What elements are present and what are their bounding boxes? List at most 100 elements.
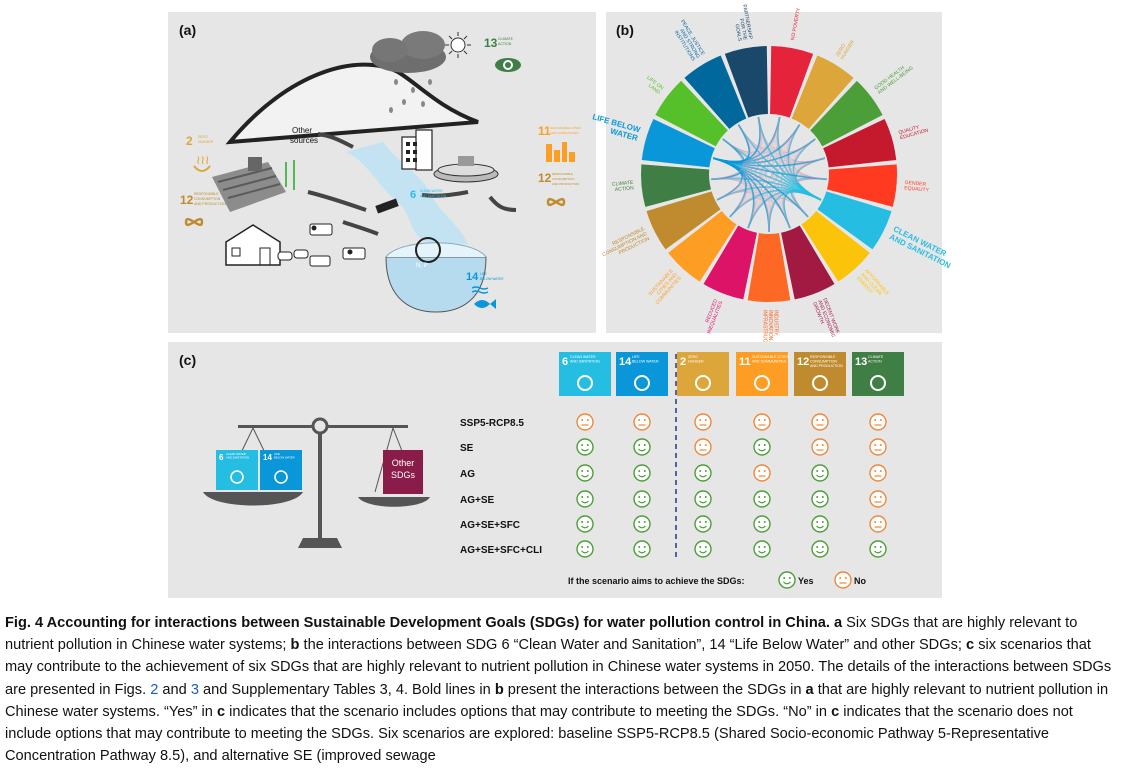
caption-fig-title: Fig. 4 Accounting for interactions betwe… [5,615,830,631]
no-face-icon [869,490,887,508]
caption-a: a [833,615,843,631]
legend-no-icon [834,571,852,589]
yes-face-icon [633,540,651,558]
sdg-column-name: HUNGER [688,360,704,364]
other-sdgs-line2: SDGs [391,470,416,480]
wheel-segment-label: GENDEREQUALITY [904,180,930,194]
svg-text:13: 13 [484,36,498,50]
sdg-column-name: ACTION [868,360,882,364]
wheel-chord [758,116,791,229]
wheel-chord [738,116,762,148]
sdg2-icon: 2 ZERO HUNGER ≀≀≀ [186,134,214,172]
yes-face-icon [576,490,594,508]
caption-c3: c [831,703,840,720]
caption-b2: b [494,681,504,698]
river-shape [346,142,468,244]
livestock-icon [277,223,366,267]
sdg6-icon: 6 CLEAN WATER AND SANITATION [410,189,447,201]
treatment-plant-icon [433,156,499,183]
no-face-icon [753,464,771,482]
wheel-segment-label: LIFE BELOWWATER [589,112,642,143]
svg-text:RESPONSIBLE: RESPONSIBLE [552,172,573,176]
figure-caption: Fig. 4 Accounting for interactions betwe… [5,612,1119,767]
sdg11-icon: 11 SUSTAINABLE CITIES AND COMMUNITIES [538,124,581,162]
wheel-segment [655,80,728,147]
wheel-segment [684,55,747,129]
no-face-icon [811,413,829,431]
sdg12-right-icon: 12 RESPONSIBLE CONSUMPTION AND PRODUCTIO… [538,171,579,207]
yes-face-icon [753,540,771,558]
svg-text:14: 14 [263,453,272,462]
wheel-segment [747,233,791,303]
wheel-segment [703,225,757,300]
sdg-column-glyph [634,375,650,391]
scenario-label: AG [460,469,475,480]
flow-arrows [307,132,517,236]
sdg-column-name: CONSUMPTION [810,360,837,364]
svg-text:RESPONSIBLE: RESPONSIBLE [194,192,219,196]
svg-text:ZERO: ZERO [198,135,208,139]
no-face-icon [869,515,887,533]
wheel-segment-label: CLIMATEACTION [612,180,635,193]
wheel-segment-label: ZEROHUNGER [835,36,856,61]
lake-icon [385,256,487,313]
sdg-column-glyph [870,375,886,391]
sdg-column-name: RESPONSIBLE [810,355,836,359]
sdg-column-name: AND SANITATION [570,360,600,364]
wheel-segment-label: PARTNERSHIPFOR THEGOALS [730,4,753,42]
mountain-shape [225,62,479,145]
svg-text:LIFE: LIFE [480,272,487,276]
no-face-icon [694,438,712,456]
no-face-icon [576,413,594,431]
svg-text:AND SANITATION: AND SANITATION [420,194,447,198]
fig3-link[interactable]: 3 [190,681,199,698]
no-face-icon [869,413,887,431]
wheel-segment [823,118,897,168]
svg-text:2: 2 [186,134,193,148]
svg-text:ACTION: ACTION [498,42,512,46]
yes-face-icon [753,515,771,533]
np-label: N, P [416,263,428,269]
wheel-segment-label: PEACE, JUSTICEAND STRONGINSTITUTIONS [670,19,706,63]
sdg-column-name: AND PRODUCTION [810,364,843,368]
wheel-segment-label: LIFE ONLAND [642,75,665,96]
yes-face-icon [633,490,651,508]
yes-face-icon [576,438,594,456]
svg-text:AND PRODUCTION: AND PRODUCTION [552,182,579,186]
scenario-label: SE [460,443,474,454]
panel-a-label: (a) [179,22,197,38]
svg-text:CONSUMPTION: CONSUMPTION [194,197,221,201]
other-sources-line1: Other [292,126,312,135]
sdg14-icon: 14 LIFE BELOW WATER [466,271,504,309]
caption-text-5: present the interactions between the SDG… [507,681,802,698]
sdg-column-number: 2 [680,356,686,368]
barn-icon [225,224,281,266]
yes-face-icon [576,464,594,482]
panel-b: (b) NO POVERTY ZEROHUNGER GOOD HEALTHAND W… [591,4,952,356]
sdg-column-number: 6 [562,356,568,368]
wheel-chord [711,178,742,201]
svg-text:SUSTAINABLE CITIES: SUSTAINABLE CITIES [550,126,581,130]
sdg-column-number: 11 [739,356,751,368]
sdg-column-glyph [812,375,828,391]
fig2-link[interactable]: 2 [150,681,159,698]
no-face-icon [834,571,852,589]
svg-text:CLEAN WATER: CLEAN WATER [226,452,246,456]
scenario-label: AG+SE+SFC+CLI [460,545,542,556]
sun-icon [445,32,471,58]
other-sdgs-line1: Other [392,458,415,468]
svg-text:AND PRODUCTION: AND PRODUCTION [194,202,226,206]
yes-face-icon [869,540,887,558]
svg-text:6: 6 [410,189,416,201]
yes-face-icon [633,438,651,456]
wheel-segment-label: INDUSTRY,INNOVATION ANDINFRASTRUCTURE [762,310,779,356]
yes-face-icon [811,540,829,558]
yes-face-icon [633,464,651,482]
caption-and: and [162,681,187,698]
sdg-column-glyph [754,375,770,391]
sdg-column-number: 13 [855,356,867,368]
